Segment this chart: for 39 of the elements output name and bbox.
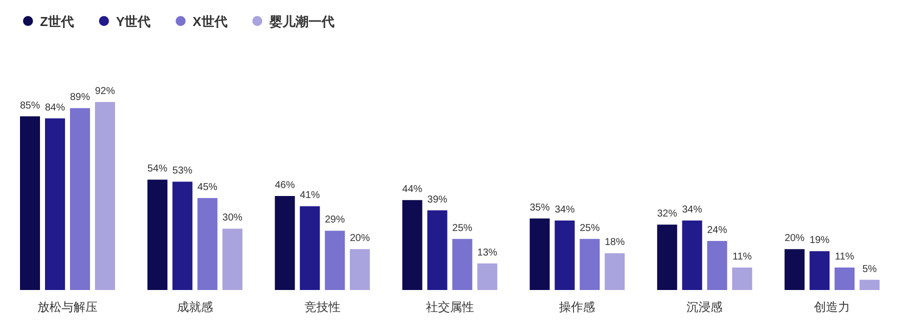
data-label: 20% (350, 233, 370, 244)
data-label: 46% (274, 180, 295, 191)
data-label: 19% (810, 235, 830, 246)
x-tick-label: 竞技性 (304, 300, 340, 314)
x-tick-label: 沉浸感 (686, 300, 723, 314)
legend-label: Z世代 (40, 14, 74, 29)
data-label: 44% (402, 184, 422, 196)
data-label: 39% (427, 194, 448, 206)
data-label: 20% (784, 233, 805, 244)
x-tick-label: 社交属性 (426, 300, 474, 314)
data-label: 18% (604, 237, 625, 248)
data-label: 25% (452, 222, 472, 234)
x-tick-label: 操作感 (559, 300, 596, 314)
data-label: 11% (732, 252, 752, 263)
data-label: 54% (147, 164, 168, 175)
data-label: 92% (94, 86, 116, 97)
data-label: 24% (707, 224, 728, 236)
data-label: 32% (657, 208, 678, 220)
data-label: 5% (862, 264, 877, 275)
data-label: 25% (580, 222, 600, 234)
legend-label: X世代 (192, 14, 228, 29)
data-label: 13% (477, 247, 498, 258)
data-label: 85% (20, 100, 40, 112)
data-label: 35% (530, 202, 550, 214)
data-label: 89% (70, 92, 90, 104)
data-label: 11% (834, 252, 854, 263)
legend-label: Y世代 (116, 14, 151, 29)
data-label: 34% (682, 204, 702, 216)
data-label: 53% (172, 166, 193, 177)
x-tick-label: 放松与解压 (38, 300, 98, 314)
data-label: 34% (554, 204, 575, 216)
data-label: 41% (300, 190, 320, 202)
data-label: 29% (324, 214, 345, 226)
legend-label: 婴儿潮一代 (268, 14, 334, 29)
data-label: 45% (197, 182, 218, 194)
x-tick-label: 创造力 (814, 300, 850, 314)
data-label: 84% (44, 102, 66, 114)
x-tick-label: 成就感 (176, 300, 213, 314)
data-label: 30% (222, 212, 243, 224)
